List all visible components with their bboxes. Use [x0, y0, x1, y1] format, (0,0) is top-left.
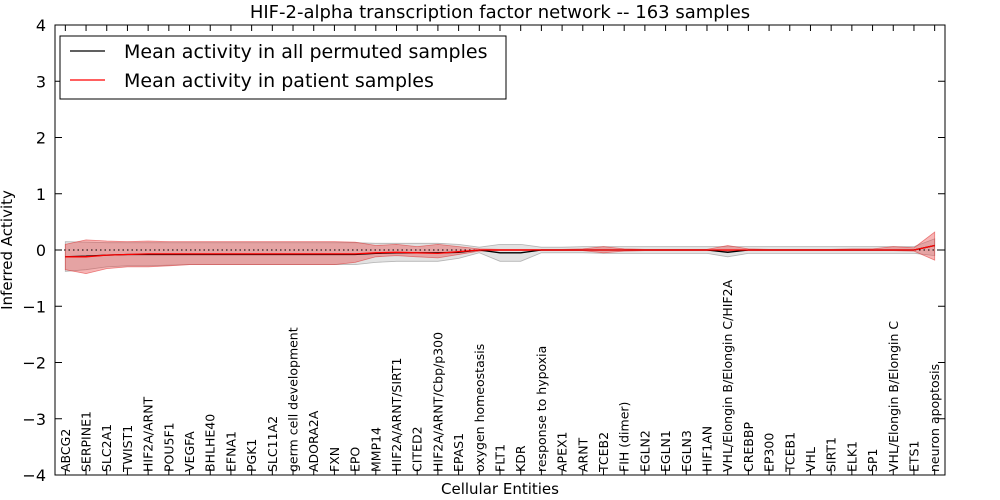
series-lines [55, 244, 945, 258]
legend-label-permuted: Mean activity in all permuted samples [124, 41, 487, 63]
x-tick-label: TCEB1 [782, 432, 797, 473]
x-tick-label: VHL [803, 447, 818, 472]
x-tick-label: FIH (dimer) [617, 402, 632, 472]
x-tick-label: POU5F1 [161, 422, 176, 472]
legend: Mean activity in all permuted samples Me… [59, 35, 507, 100]
x-tick-label: EGLN2 [637, 430, 652, 472]
x-tick-label: germ cell development [286, 327, 301, 472]
x-tick-label: neuron apoptosis [927, 364, 942, 472]
legend-box [59, 35, 507, 100]
y-tick-label: 1 [36, 185, 46, 204]
series-line-patient [65, 244, 935, 258]
x-tick-label: EGLN1 [658, 430, 673, 472]
y-tick-label: 0 [36, 241, 46, 260]
x-tick-label: SP1 [865, 449, 880, 472]
x-tick-label: VEGFA [182, 431, 197, 472]
y-tick-label: −2 [22, 354, 46, 373]
x-tick-label: HIF2A/ARNT/SIRT1 [389, 358, 404, 472]
x-tick-label: VHL/Elongin B/Elongin C/HIF2A [720, 279, 735, 472]
x-tick-label: ABCG2 [58, 429, 73, 472]
x-tick-label: EFNA1 [223, 431, 238, 472]
legend-label-patient: Mean activity in patient samples [124, 70, 434, 92]
x-tick-label: VHL/Elongin B/Elongin C [886, 321, 901, 472]
y-axis: −4 −3 −2 −1 0 1 2 3 4 [22, 16, 945, 485]
x-axis-label: Cellular Entities [441, 480, 559, 498]
x-tick-label: EP300 [762, 433, 777, 472]
x-tick-label: TWIST1 [120, 425, 135, 473]
x-axis-ticks [64, 25, 936, 475]
x-tick-label: ADORA2A [306, 410, 321, 472]
y-tick-label: 3 [36, 72, 46, 91]
x-tick-label: HIF2A/ARNT/Cbp/p300 [430, 332, 445, 472]
confidence-bands [64, 231, 936, 275]
x-tick-label: oxygen homeostasis [472, 344, 487, 472]
x-tick-label: SLC11A2 [265, 416, 280, 472]
x-tick-label: BHLHE40 [203, 414, 218, 472]
x-tick-label: HIF1AN [700, 426, 715, 472]
x-tick-label: HIF2A/ARNT [141, 396, 156, 472]
y-tick-label: −1 [22, 297, 46, 316]
x-tick-label: CITED2 [410, 426, 425, 472]
x-tick-label: EGLN3 [679, 430, 694, 472]
x-tick-label: ETS1 [907, 441, 922, 472]
y-tick-label: 4 [36, 16, 46, 35]
x-tick-label: EPO [348, 447, 363, 472]
band-patient [64, 231, 936, 275]
y-tick-label: −3 [22, 410, 46, 429]
x-tick-label: response to hypoxia [534, 346, 549, 472]
x-tick-labels: ABCG2 SERPINE1 SLC2A1 TWIST1 HIF2A/ARNT POU5F… [58, 279, 942, 473]
x-tick-label: EPAS1 [451, 433, 466, 472]
x-tick-label: PGK1 [244, 439, 259, 472]
x-tick-label: MMP14 [368, 427, 383, 472]
x-tick-label: FLT1 [493, 444, 508, 472]
x-tick-label: CREBBP [741, 422, 756, 472]
plot-frame [54, 24, 946, 476]
chart-title: HIF-2-alpha transcription factor network… [250, 2, 750, 23]
x-tick-label: SERPINE1 [79, 411, 94, 472]
x-tick-label: KDR [513, 445, 528, 472]
x-tick-label: APEX1 [555, 431, 570, 472]
y-axis-label: Inferred Activity [0, 190, 16, 310]
x-tick-label: FXN [327, 447, 342, 472]
x-tick-label: SLC2A1 [99, 424, 114, 472]
y-tick-label: −4 [22, 466, 46, 485]
x-tick-label: TCEB2 [596, 432, 611, 473]
x-tick-label: ARNT [575, 437, 590, 472]
x-tick-label: ELK1 [844, 441, 859, 472]
y-tick-label: 2 [36, 129, 46, 148]
x-tick-label: SIRT1 [824, 437, 839, 472]
